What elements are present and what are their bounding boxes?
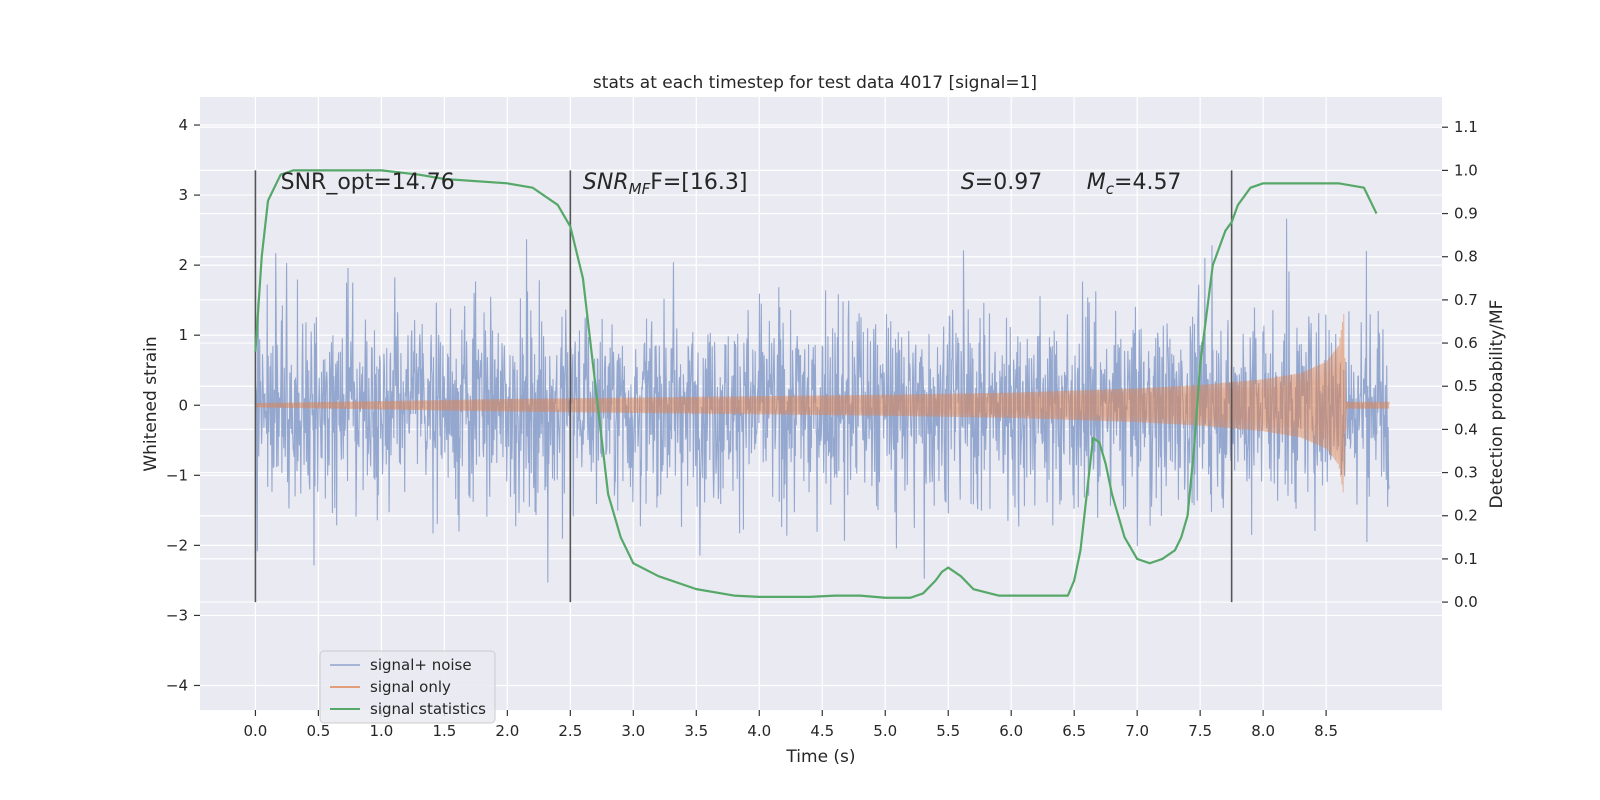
x-tick-label: 8.5 <box>1314 722 1338 740</box>
y-right-tick-label: 0.1 <box>1454 550 1478 568</box>
x-tick-label: 2.0 <box>495 722 519 740</box>
y-tick-label: 0 <box>178 396 188 414</box>
x-axis-ticks: 0.0 0.5 1.0 1.5 2.0 2.5 3.0 3.5 4.0 4.5 5.0 5.5 6.0 6… <box>243 710 1338 740</box>
x-tick-label: 5.0 <box>873 722 897 740</box>
y-right-tick-label: 0.4 <box>1454 420 1478 438</box>
x-tick-label: 5.5 <box>936 722 960 740</box>
legend-label: signal statistics <box>370 700 486 718</box>
y-tick-label: 1 <box>178 326 188 344</box>
y-axis-label: Whitened strain <box>141 336 161 471</box>
x-tick-label: 4.5 <box>810 722 834 740</box>
y-tick-label: 2 <box>178 256 188 274</box>
x-tick-label: 3.0 <box>621 722 645 740</box>
y-tick-label: −3 <box>166 606 188 624</box>
annotation-2: S=0.97 <box>961 170 1042 195</box>
y-tick-label: −4 <box>166 676 188 694</box>
y-right-tick-label: 0.3 <box>1454 464 1478 482</box>
y-tick-label: −2 <box>166 536 188 554</box>
x-tick-label: 8.0 <box>1251 722 1275 740</box>
y-axis-right-ticks: 0.0 0.1 0.2 0.3 0.4 0.5 0.6 0.7 0.8 0.9 1.0 1.1 <box>1442 118 1478 611</box>
x-tick-label: 3.5 <box>684 722 708 740</box>
x-tick-label: 0.0 <box>243 722 267 740</box>
series-signal-noise <box>254 218 1390 583</box>
x-tick-label: 4.0 <box>747 722 771 740</box>
y-right-tick-label: 0.5 <box>1454 377 1478 395</box>
y-tick-label: 4 <box>178 116 188 134</box>
x-tick-label: 1.0 <box>369 722 393 740</box>
y-right-tick-label: 0.0 <box>1454 593 1478 611</box>
y-right-tick-label: 1.1 <box>1454 118 1478 136</box>
x-tick-label: 6.5 <box>1062 722 1086 740</box>
x-tick-label: 6.0 <box>999 722 1023 740</box>
x-axis-label: Time (s) <box>785 747 855 767</box>
y-axis-ticks: −4 −3 −2 −1 0 1 2 3 4 <box>166 116 200 694</box>
y-right-tick-label: 0.8 <box>1454 248 1478 266</box>
chart-title: stats at each timestep for test data 401… <box>593 73 1037 93</box>
signal-noise-line <box>254 218 1390 583</box>
y-right-tick-label: 0.6 <box>1454 334 1478 352</box>
y-right-tick-label: 1.0 <box>1454 161 1478 179</box>
legend-label: signal+ noise <box>370 656 472 674</box>
x-tick-label: 1.5 <box>432 722 456 740</box>
legend-label: signal only <box>370 678 451 696</box>
annotation-1: SNRMFF=[16.3] <box>583 170 748 198</box>
y-right-tick-label: 0.9 <box>1454 205 1478 223</box>
annotation-3: Mc=4.57 <box>1087 170 1182 198</box>
vertical-markers <box>254 170 1233 603</box>
signal-statistics-line <box>254 169 1378 599</box>
x-tick-label: 7.5 <box>1188 722 1212 740</box>
series-signal-statistics <box>254 169 1378 599</box>
y-tick-label: 3 <box>178 186 188 204</box>
y-tick-label: −1 <box>166 466 188 484</box>
x-tick-label: 2.5 <box>558 722 582 740</box>
legend: signal+ noise signal only signal statistic… <box>319 650 496 724</box>
signal-only-line <box>254 314 1390 493</box>
annotation-0: SNR_opt=14.76 <box>281 170 455 195</box>
y-axis-right-label: Detection probability/MF <box>1487 300 1507 509</box>
y-right-tick-label: 0.7 <box>1454 291 1478 309</box>
legend-box <box>319 650 496 724</box>
series-signal-only <box>254 314 1390 493</box>
y-right-tick-label: 0.2 <box>1454 507 1478 525</box>
annotations: SNR_opt=14.76 SNRMFF=[16.3] S=0.97 Mc=4.57 <box>281 170 1182 198</box>
x-tick-label: 7.0 <box>1125 722 1149 740</box>
x-tick-label: 0.5 <box>306 722 330 740</box>
